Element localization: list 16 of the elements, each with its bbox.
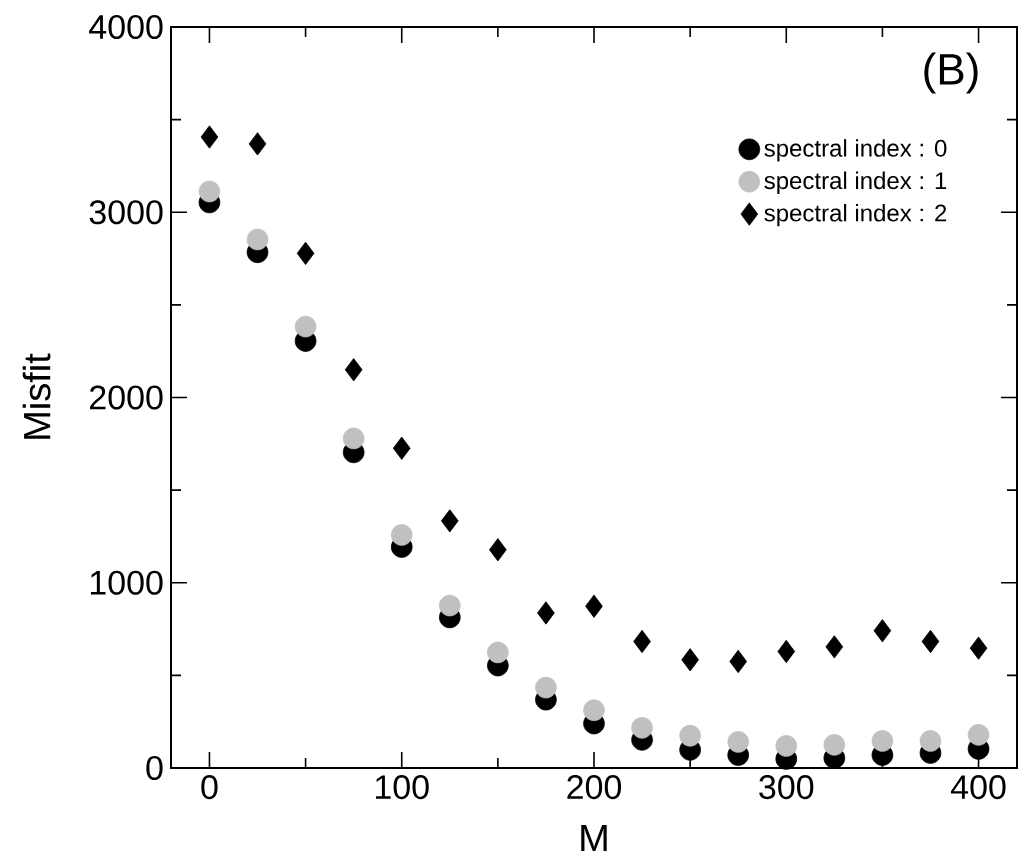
annotation: (B)	[924, 52, 978, 94]
y-tick-label: 1000	[90, 570, 163, 595]
y-tick-label: 3000	[89, 200, 163, 225]
x-tick-label: 300	[759, 775, 814, 800]
legend-label: spectral index : 1	[764, 171, 947, 194]
y-tick-label: 2000	[90, 385, 163, 410]
x-axis-title: M	[581, 824, 607, 852]
legend-label: spectral index : 0	[764, 139, 947, 162]
x-tick-label: 400	[950, 775, 1006, 800]
legend-label: spectral index : 2	[764, 203, 947, 227]
x-tick-label: 200	[567, 775, 622, 800]
x-tick-label: 100	[375, 775, 429, 800]
y-tick-label: 0	[146, 755, 163, 781]
y-tick-label: 4000	[89, 14, 163, 40]
x-tick-label: 0	[201, 775, 218, 800]
y-axis-title: Misfit	[22, 353, 51, 439]
